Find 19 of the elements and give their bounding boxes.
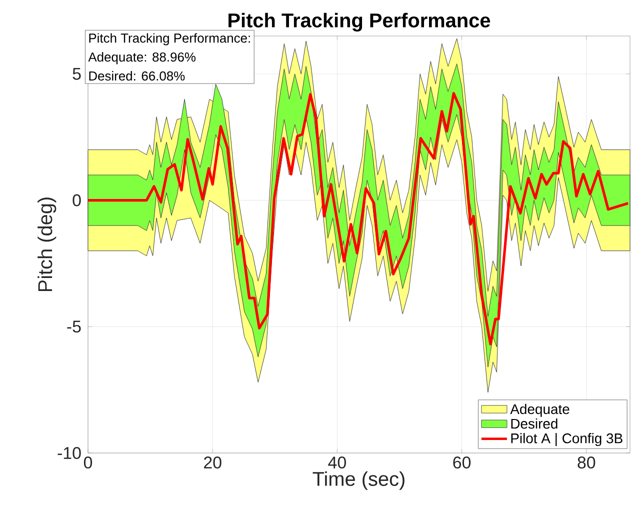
x-tick-label: 60	[453, 456, 471, 469]
x-tick-label: 80	[578, 456, 596, 469]
legend-label: Desired	[511, 418, 558, 429]
annotation: Pitch Tracking Performance:	[89, 33, 250, 46]
x-tick-label: 20	[204, 456, 222, 469]
legend-label: Pilot A | Config 3B	[511, 433, 622, 446]
legend-label: Adequate	[510, 404, 570, 417]
x-tick-label: 0	[84, 456, 92, 469]
x-tick-label: 40	[328, 456, 346, 469]
line-series	[86, 92, 630, 346]
y-tick-label: 0	[72, 194, 81, 206]
y-tick-label: -5	[67, 320, 81, 333]
y-axis-title: Pitch (deg)	[38, 198, 56, 292]
annotation: Desired: 66.08%	[89, 71, 185, 81]
x-axis-title: Time (sec)	[312, 471, 404, 490]
chart-title: Pitch Tracking Performance	[228, 12, 490, 32]
y-tick-label: 5	[72, 68, 81, 80]
y-tick-label: -10	[58, 447, 81, 459]
annotation: Adequate: 88.96%	[88, 52, 196, 64]
